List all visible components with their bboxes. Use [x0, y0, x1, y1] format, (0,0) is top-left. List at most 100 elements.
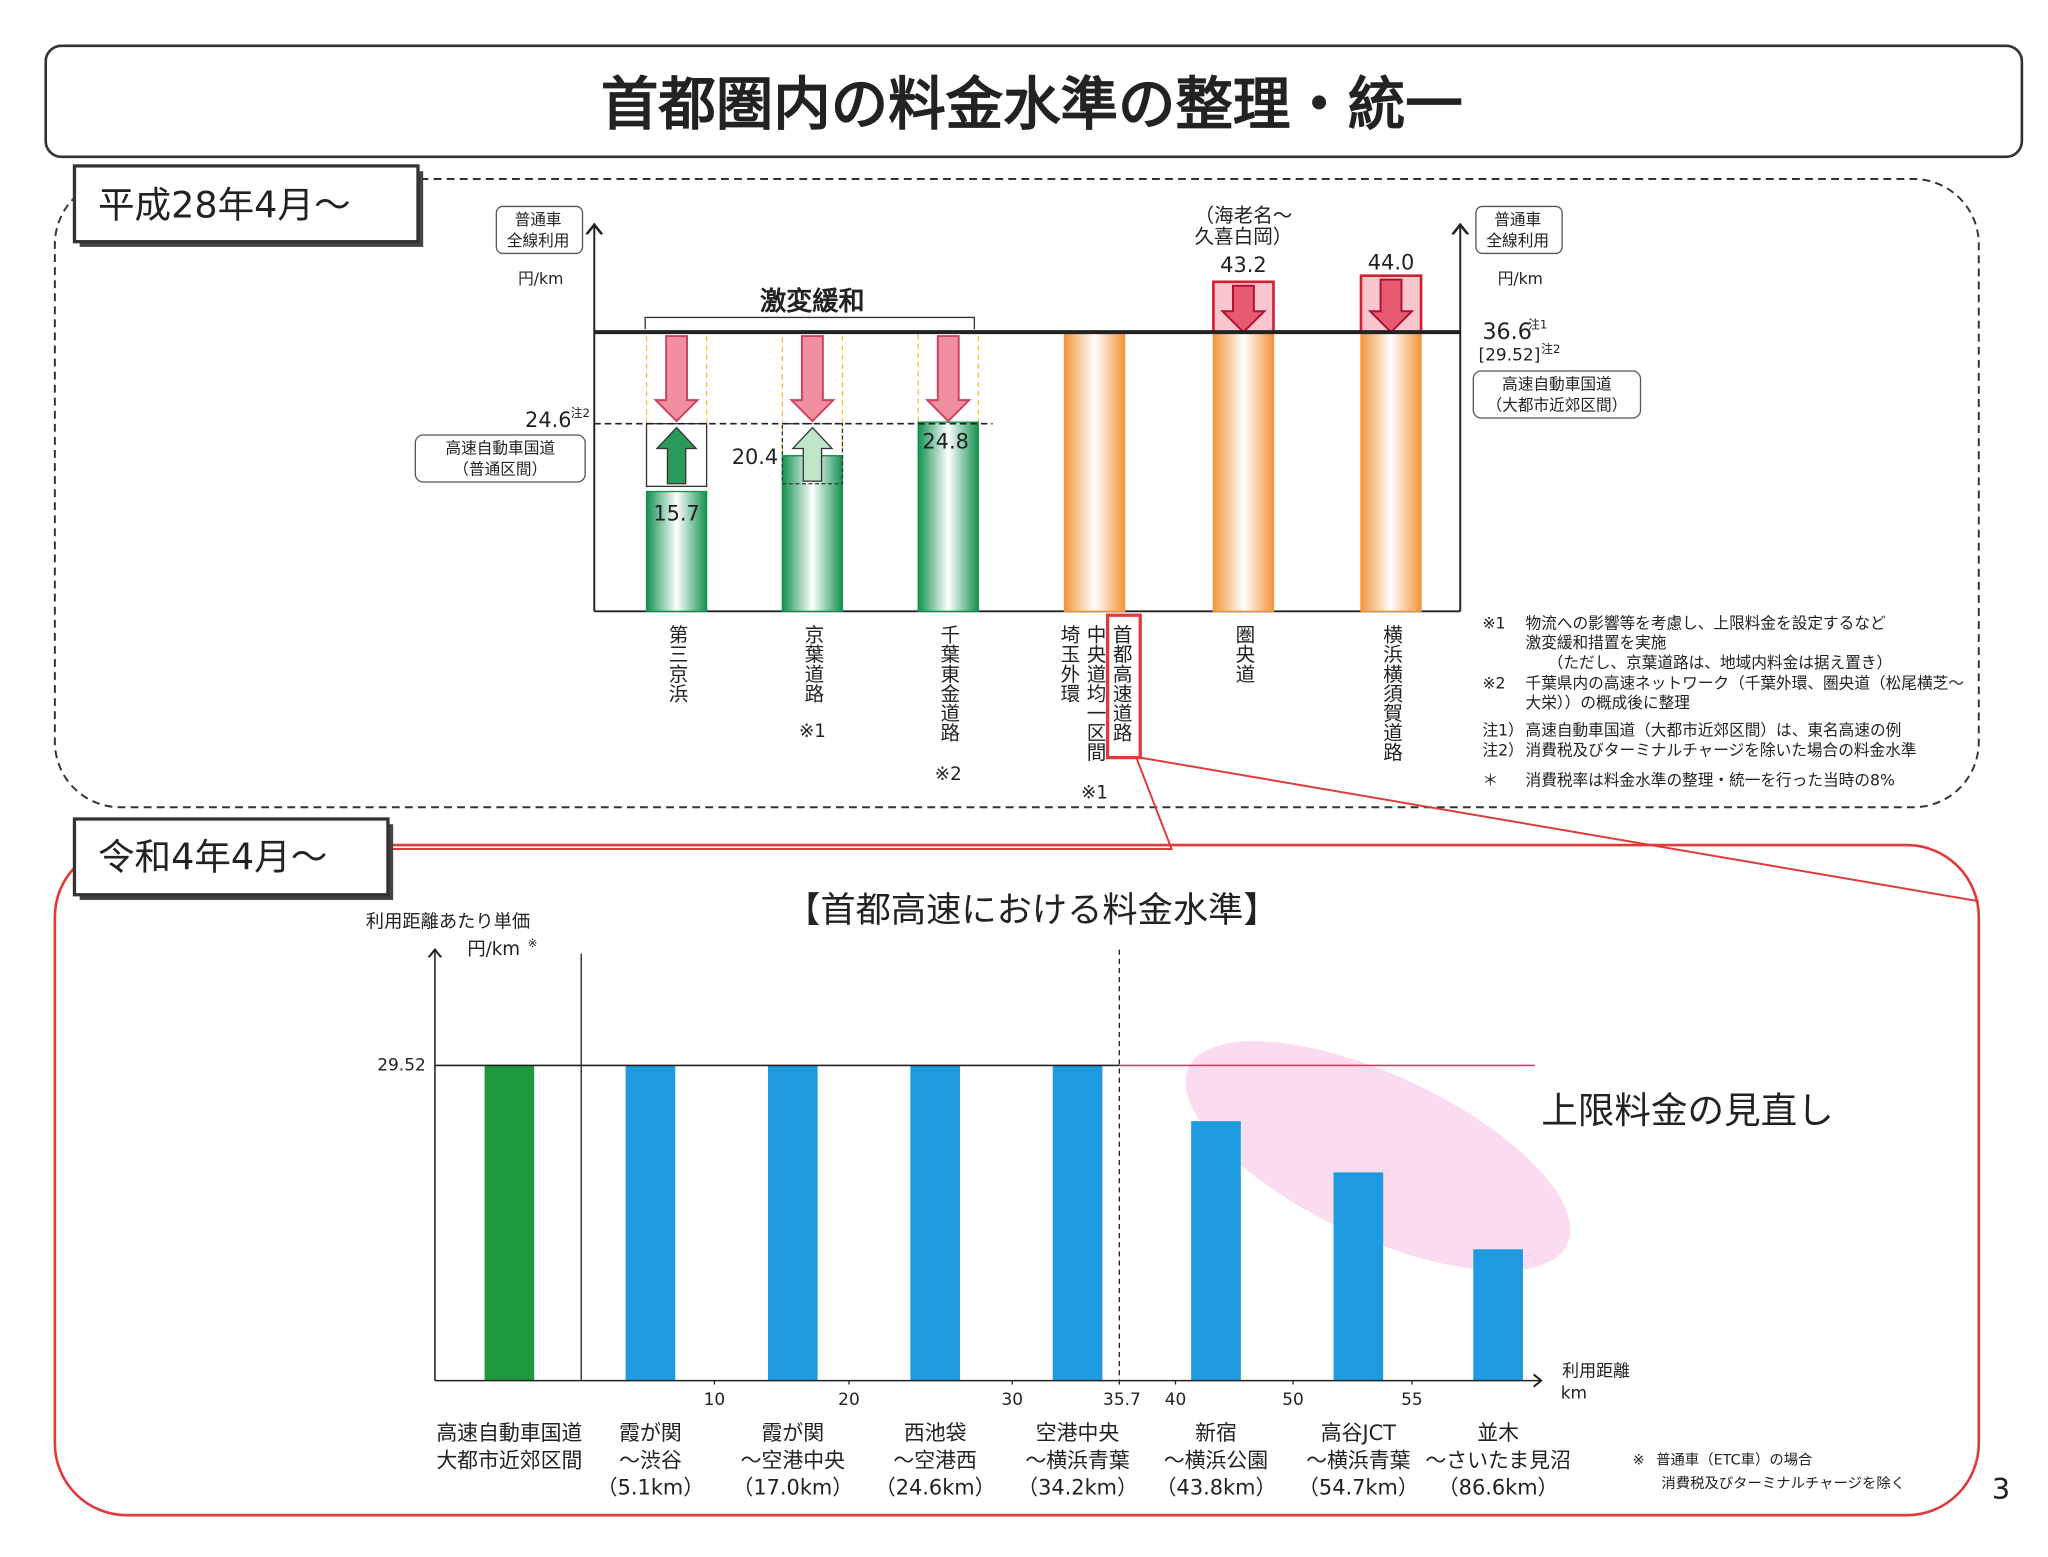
reference-label: 24.6 [525, 408, 571, 432]
x-tick-label: 40 [1165, 1390, 1187, 1410]
note: 注2） [1482, 740, 1523, 759]
page-number: 3 [1992, 1472, 2010, 1506]
category-label: ～渋谷 [619, 1448, 682, 1472]
x-tick-label: 10 [704, 1390, 726, 1410]
y-axis-label: 普通車 [515, 210, 562, 229]
reference-note: 注2 [571, 406, 590, 420]
bar [625, 1065, 676, 1381]
reference-note: 注2 [1541, 342, 1560, 356]
category-label: ～横浜青葉 [1025, 1448, 1130, 1472]
y-axis-label: 全線利用 [507, 231, 570, 250]
connector [1140, 756, 1979, 903]
arrow [655, 426, 698, 485]
category-label: 横浜横須賀道路 [1380, 624, 1403, 761]
bar [1063, 331, 1126, 612]
category-label: 新宿 [1195, 1421, 1237, 1445]
note: （ただし、京葉道路は、地域内料金は据え置き） [1548, 653, 1892, 672]
data-label: 20.4 [732, 445, 778, 469]
reference-desc: 高速自動車国道 [1502, 375, 1612, 394]
period-frame [53, 843, 1981, 1517]
category-note: ※1 [799, 721, 826, 742]
bar [645, 490, 708, 612]
page-title: 首都圏内の料金水準の整理・統一 [601, 71, 1463, 138]
category-label: 第三京浜 [665, 624, 688, 702]
note: ＊ [1482, 770, 1498, 789]
bracket-box [1472, 370, 1642, 419]
reference-desc: （大都市近郊区間） [1486, 395, 1627, 414]
section-label-box [72, 817, 390, 897]
annotation: 激変緩和 [760, 286, 864, 317]
category-label: （54.7km） [1298, 1476, 1419, 1500]
category-note: ※2 [935, 764, 962, 785]
arrow [924, 335, 972, 423]
category-label: 千葉東金道路 [937, 624, 960, 742]
note: ※1 [1482, 614, 1505, 633]
x-tick-label: 30 [1001, 1390, 1023, 1410]
data-label: 43.2 [1220, 253, 1266, 277]
y-axis-label: 利用距離あたり単価 [366, 912, 530, 933]
category-label: （5.1km） [597, 1476, 704, 1500]
x-tick-label: 20 [838, 1390, 860, 1410]
arrow [653, 335, 700, 423]
section-label: 令和4年4月～ [98, 835, 327, 878]
y-axis-unit-note: ※ [528, 936, 538, 950]
y-axis-label: 普通車 [1494, 210, 1541, 229]
data-label: 15.7 [653, 501, 699, 525]
arrow [789, 335, 836, 423]
bar [910, 1065, 960, 1381]
y-axis-label: 全線利用 [1486, 231, 1549, 250]
connector [387, 757, 1174, 851]
category-label: ～空港中央 [741, 1448, 845, 1472]
arrow-box [781, 423, 844, 485]
reference-note: 注1 [1528, 317, 1547, 331]
x-axis-label: km [1561, 1384, 1587, 1404]
category-label: 京葉道路 [801, 624, 824, 702]
y-axis-unit: 円/km [467, 939, 520, 960]
category-label: ～空港西 [893, 1448, 977, 1472]
annotation: （海老名～ [1194, 204, 1292, 227]
period-frame [53, 178, 1980, 809]
bracket [644, 316, 976, 330]
note: 大栄））の概成後に整理 [1526, 693, 1691, 712]
chart-title: 【首都高速における料金水準】 [785, 890, 1279, 931]
reference-label: [29.52] [1479, 345, 1541, 365]
category-label: 西池袋 [904, 1421, 967, 1445]
category-label: 並木 [1477, 1421, 1519, 1445]
note: 注1） [1482, 721, 1523, 740]
footnote: 普通車（ETC車）の場合 [1656, 1451, 1812, 1468]
data-label: 24.8 [922, 430, 968, 454]
category-label: ～横浜青葉 [1306, 1448, 1410, 1472]
highlight-box [1105, 613, 1142, 760]
bar [1473, 1249, 1523, 1381]
data-label: 44.0 [1368, 251, 1414, 275]
x-tick-label: 50 [1282, 1390, 1304, 1410]
category-label: ～さいたま見沼 [1425, 1448, 1571, 1472]
y-tick-label: 29.52 [377, 1055, 426, 1075]
bar [917, 421, 979, 612]
arrow [1220, 284, 1267, 334]
category-label: 霞が関 [619, 1421, 682, 1445]
footnote: ※ [1633, 1452, 1645, 1468]
y-axis-unit: 円/km [1498, 269, 1543, 288]
annotation: 上限料金の見直し [1541, 1089, 1834, 1132]
category-label: 空港中央 [1036, 1421, 1120, 1445]
note: 激変緩和措置を実施 [1526, 633, 1667, 652]
bracket-box [414, 434, 586, 483]
reference-desc: 高速自動車国道 [445, 439, 555, 458]
note: 物流への影響等を考慮し、上限料金を設定するなど [1526, 614, 1886, 633]
category-label: 中央道均一区間 [1083, 624, 1106, 761]
y-axis-unit: 円/km [518, 269, 563, 288]
section-label: 平成28年4月～ [98, 184, 351, 227]
category-label: 高谷JCT [1321, 1421, 1396, 1445]
category-label: ～横浜公園 [1164, 1448, 1268, 1472]
category-label: 霞が関 [762, 1421, 825, 1445]
annotation: 久喜白岡） [1194, 225, 1292, 248]
section-label-box [72, 164, 420, 244]
title-box [44, 44, 2024, 159]
category-label: 埼玉外環 [1057, 624, 1080, 702]
highlight-ellipse [1185, 1041, 1571, 1271]
bar [768, 1065, 818, 1381]
arrow [791, 426, 834, 482]
note: 千葉県内の高速ネットワーク（千葉外環、圏央道（松尾横芝～ [1526, 674, 1964, 693]
